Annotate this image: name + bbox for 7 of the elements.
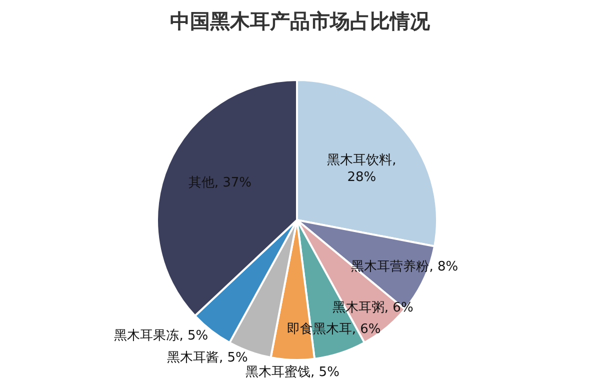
slice-label: 黑木耳饮料, 28% <box>327 152 396 185</box>
slice-label: 黑木耳蜜饯, 5% <box>246 364 340 380</box>
chart-title: 中国黑木耳产品市场占比情况 <box>170 9 431 33</box>
slice-label: 黑木耳酱, 5% <box>166 350 248 366</box>
slice-label: 其他, 37% <box>188 176 252 191</box>
slice-label: 黑木耳果冻, 5% <box>114 328 208 344</box>
slice-label: 黑木耳粥, 6% <box>332 300 414 316</box>
